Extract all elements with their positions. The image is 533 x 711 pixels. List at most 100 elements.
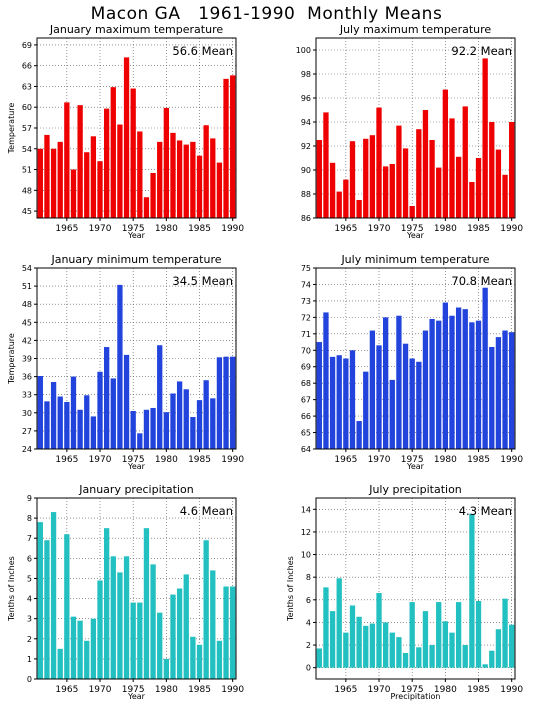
bar-1968[interactable] bbox=[363, 138, 369, 218]
bar-1987[interactable] bbox=[210, 398, 216, 449]
bar-1963[interactable] bbox=[329, 356, 336, 449]
bar-1972[interactable] bbox=[389, 632, 395, 668]
bar-1990[interactable] bbox=[230, 356, 236, 449]
bar-1967[interactable] bbox=[356, 200, 362, 218]
bar-1982[interactable] bbox=[176, 588, 183, 680]
bar-1988[interactable] bbox=[216, 640, 223, 679]
bar-1968[interactable] bbox=[84, 640, 90, 679]
bar-1963[interactable] bbox=[50, 148, 57, 218]
bar-1983[interactable] bbox=[462, 106, 468, 218]
bar-1962[interactable] bbox=[323, 587, 329, 668]
bar-1990[interactable] bbox=[230, 75, 236, 218]
bar-1983[interactable] bbox=[462, 309, 468, 449]
bar-1988[interactable] bbox=[216, 162, 223, 218]
bar-1969[interactable] bbox=[90, 618, 97, 679]
bar-1987[interactable] bbox=[210, 138, 216, 218]
bar-1975[interactable] bbox=[130, 410, 136, 449]
bar-1980[interactable] bbox=[442, 621, 449, 668]
bar-1980[interactable] bbox=[163, 107, 170, 218]
bar-1976[interactable] bbox=[137, 602, 143, 679]
bar-1975[interactable] bbox=[130, 88, 136, 219]
bar-1989[interactable] bbox=[223, 78, 229, 218]
bar-1969[interactable] bbox=[90, 136, 97, 218]
bar-1984[interactable] bbox=[190, 141, 196, 218]
bar-1967[interactable] bbox=[77, 105, 83, 218]
bar-1977[interactable] bbox=[422, 110, 429, 218]
bar-1965[interactable] bbox=[343, 358, 349, 450]
bar-1982[interactable] bbox=[176, 381, 183, 449]
bar-1982[interactable] bbox=[176, 140, 183, 218]
bar-1961[interactable] bbox=[37, 375, 43, 449]
bar-1970[interactable] bbox=[97, 580, 103, 679]
bar-1974[interactable] bbox=[123, 57, 130, 219]
bar-1976[interactable] bbox=[416, 647, 422, 668]
bar-1982[interactable] bbox=[455, 156, 462, 218]
bar-1974[interactable] bbox=[402, 148, 409, 218]
bar-1962[interactable] bbox=[44, 134, 50, 218]
bar-1986[interactable] bbox=[482, 58, 488, 219]
bar-1979[interactable] bbox=[436, 320, 442, 449]
bar-1964[interactable] bbox=[336, 191, 342, 218]
bar-1968[interactable] bbox=[84, 395, 90, 449]
bar-1961[interactable] bbox=[316, 342, 322, 449]
bar-1964[interactable] bbox=[336, 355, 342, 449]
bar-1975[interactable] bbox=[409, 358, 415, 450]
bar-1978[interactable] bbox=[429, 319, 435, 449]
bar-1968[interactable] bbox=[84, 152, 90, 218]
bar-1961[interactable] bbox=[316, 648, 322, 668]
bar-1980[interactable] bbox=[163, 412, 170, 449]
bar-1978[interactable] bbox=[150, 564, 156, 679]
bar-1965[interactable] bbox=[64, 102, 70, 218]
bar-1975[interactable] bbox=[409, 206, 415, 218]
bar-1966[interactable] bbox=[70, 169, 77, 218]
bar-1985[interactable] bbox=[475, 600, 482, 668]
bar-1976[interactable] bbox=[137, 433, 143, 449]
bar-1985[interactable] bbox=[475, 158, 482, 218]
bar-1986[interactable] bbox=[203, 125, 209, 218]
bar-1986[interactable] bbox=[482, 287, 488, 449]
bar-1974[interactable] bbox=[402, 343, 409, 449]
bar-1975[interactable] bbox=[409, 602, 415, 668]
bar-1985[interactable] bbox=[475, 320, 482, 449]
bar-1983[interactable] bbox=[183, 144, 189, 218]
bar-1987[interactable] bbox=[489, 346, 495, 449]
bar-1983[interactable] bbox=[462, 645, 468, 668]
bar-1973[interactable] bbox=[117, 124, 123, 218]
bar-1978[interactable] bbox=[150, 173, 156, 218]
bar-1967[interactable] bbox=[356, 616, 362, 668]
bar-1982[interactable] bbox=[455, 307, 462, 449]
bar-1972[interactable] bbox=[110, 378, 116, 449]
bar-1979[interactable] bbox=[436, 167, 442, 218]
bar-1962[interactable] bbox=[323, 112, 329, 218]
bar-1984[interactable] bbox=[469, 322, 475, 449]
bar-1988[interactable] bbox=[216, 357, 223, 449]
bar-1966[interactable] bbox=[70, 616, 77, 679]
bar-1969[interactable] bbox=[369, 330, 376, 449]
bar-1987[interactable] bbox=[489, 122, 495, 218]
bar-1964[interactable] bbox=[57, 648, 63, 679]
bar-1969[interactable] bbox=[369, 135, 376, 218]
bar-1971[interactable] bbox=[382, 166, 389, 218]
bar-1970[interactable] bbox=[376, 345, 382, 449]
bar-1978[interactable] bbox=[150, 407, 156, 449]
bar-1966[interactable] bbox=[70, 376, 77, 449]
bar-1984[interactable] bbox=[469, 513, 475, 668]
bar-1979[interactable] bbox=[157, 345, 163, 449]
bar-1989[interactable] bbox=[223, 586, 229, 679]
bar-1973[interactable] bbox=[396, 637, 402, 668]
bar-1988[interactable] bbox=[495, 629, 502, 668]
bar-1976[interactable] bbox=[416, 129, 422, 218]
bar-1968[interactable] bbox=[363, 371, 369, 449]
bar-1973[interactable] bbox=[396, 125, 402, 218]
bar-1979[interactable] bbox=[436, 602, 442, 668]
bar-1963[interactable] bbox=[50, 382, 57, 449]
bar-1972[interactable] bbox=[389, 379, 395, 449]
bar-1983[interactable] bbox=[183, 389, 189, 449]
bar-1990[interactable] bbox=[509, 624, 515, 668]
bar-1968[interactable] bbox=[363, 625, 369, 668]
bar-1971[interactable] bbox=[382, 622, 389, 668]
bar-1971[interactable] bbox=[103, 528, 110, 679]
bar-1982[interactable] bbox=[455, 602, 462, 668]
bar-1972[interactable] bbox=[110, 87, 116, 219]
bar-1974[interactable] bbox=[123, 556, 130, 679]
